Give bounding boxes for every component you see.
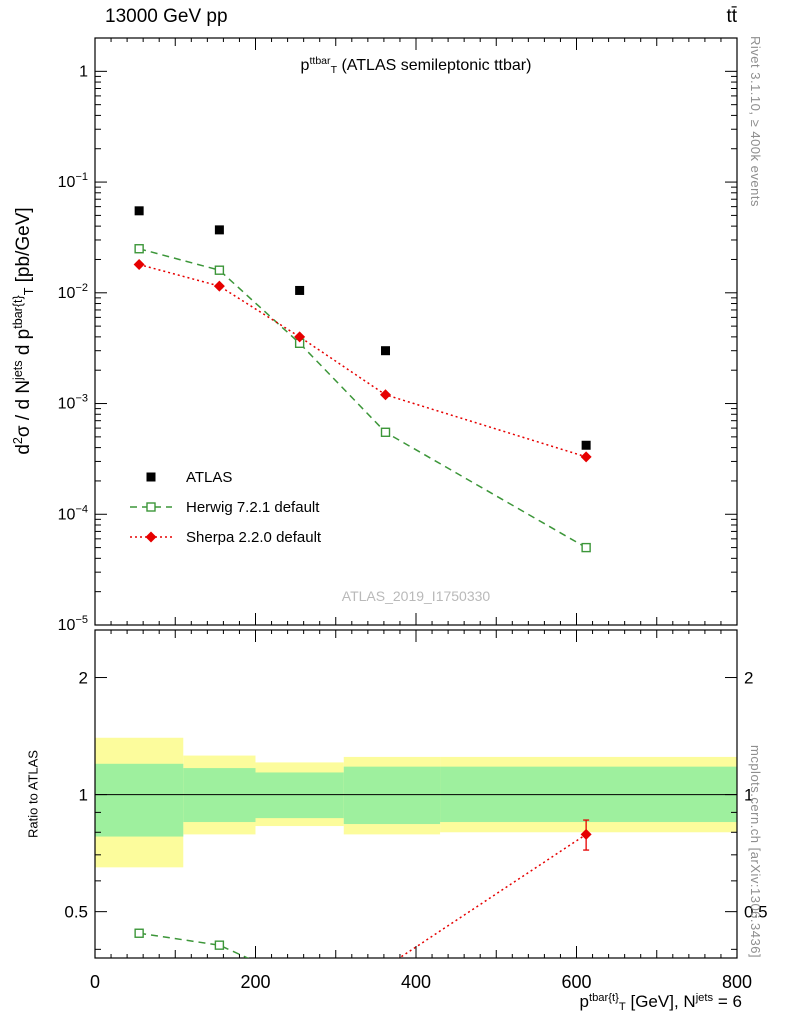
marker-filled-diamond	[145, 531, 157, 543]
ratio-tick-label-left: 1	[79, 786, 88, 805]
analysis-watermark: ATLAS_2019_I1750330	[341, 588, 491, 604]
marker-filled-square	[581, 440, 591, 450]
mcplots-credit-label: mcplots.cern.ch [arXiv:1306.3436]	[748, 744, 763, 958]
marker-filled-square	[146, 472, 156, 482]
band-green	[255, 772, 344, 819]
marker-filled-diamond	[580, 828, 592, 840]
ratio-series	[139, 819, 590, 958]
ratio-tick-label-left: 2	[79, 669, 88, 688]
main-series	[133, 206, 592, 553]
rivet-version-label: Rivet 3.1.10, ≥ 400k events	[748, 36, 763, 207]
marker-filled-square	[381, 346, 391, 356]
ratio-tick-label-right: 2	[744, 669, 753, 688]
axis-ticks	[94, 38, 738, 958]
x-tick-label: 600	[561, 972, 591, 992]
series-line-2	[138, 263, 587, 458]
y-tick-label: 10−2	[58, 282, 88, 302]
y-tick-label: 10−5	[58, 614, 88, 634]
marker-open-square	[214, 265, 225, 275]
y-tick-label: 10−3	[58, 393, 88, 413]
legend-marker-herwig-icon	[128, 499, 174, 515]
ratio-tick-label-right: 1	[744, 786, 753, 805]
legend-label-atlas: ATLAS	[186, 468, 233, 486]
marker-open-square	[581, 542, 591, 553]
marker-open-square	[146, 502, 156, 512]
band-green	[343, 766, 441, 825]
marker-filled-diamond	[294, 331, 306, 343]
ratio-axis-title: Ratio to ATLAS	[25, 750, 41, 838]
uncertainty-bands	[95, 737, 737, 868]
x-axis-title: ptbar{t}T [GeV], Njets = 6	[579, 991, 742, 1014]
band-green	[95, 763, 184, 837]
marker-filled-square	[214, 225, 224, 235]
plot-title: pttbarT (ATLAS semileptonic ttbar)	[300, 55, 532, 77]
marker-open-square	[134, 928, 144, 938]
marker-filled-diamond	[133, 259, 145, 271]
legend-label-herwig: Herwig 7.2.1 default	[186, 498, 320, 516]
legend-marker-atlas-icon	[128, 469, 174, 485]
process-label: tt̄	[726, 6, 737, 27]
y-tick-label: 10−1	[58, 171, 88, 191]
legend-item-herwig: Herwig 7.2.1 default	[128, 492, 321, 522]
legend-item-atlas: ATLAS	[128, 462, 321, 492]
marker-filled-diamond	[580, 451, 592, 463]
legend-marker-sherpa-icon	[128, 529, 174, 545]
x-tick-label: 800	[722, 972, 752, 992]
x-tick-label: 0	[90, 972, 100, 992]
x-tick-label: 400	[401, 972, 431, 992]
beam-energy-label: 13000 GeV pp	[105, 6, 228, 27]
x-tick-label: 200	[240, 972, 270, 992]
ratio-tick-label-right: 0.5	[744, 903, 768, 922]
legend-label-sherpa: Sherpa 2.2.0 default	[186, 528, 322, 546]
legend-item-sherpa: Sherpa 2.2.0 default	[128, 522, 321, 552]
marker-open-square	[134, 244, 144, 254]
marker-filled-diamond	[380, 389, 392, 401]
legend: ATLAS Herwig 7.2.1 default Sherpa 2.2.0 …	[128, 462, 321, 552]
marker-open-square	[214, 940, 225, 950]
y-axis-title: d2σ / d Njets d ptbar{t}T [pb/GeV]	[11, 207, 36, 455]
marker-filled-square	[134, 206, 144, 216]
marker-open-square	[380, 427, 391, 437]
y-tick-label: 1	[79, 63, 88, 80]
marker-filled-diamond	[213, 280, 225, 292]
marker-filled-square	[295, 285, 305, 295]
y-tick-label: 10−4	[58, 503, 88, 523]
ratio-tick-label-left: 0.5	[64, 903, 88, 922]
